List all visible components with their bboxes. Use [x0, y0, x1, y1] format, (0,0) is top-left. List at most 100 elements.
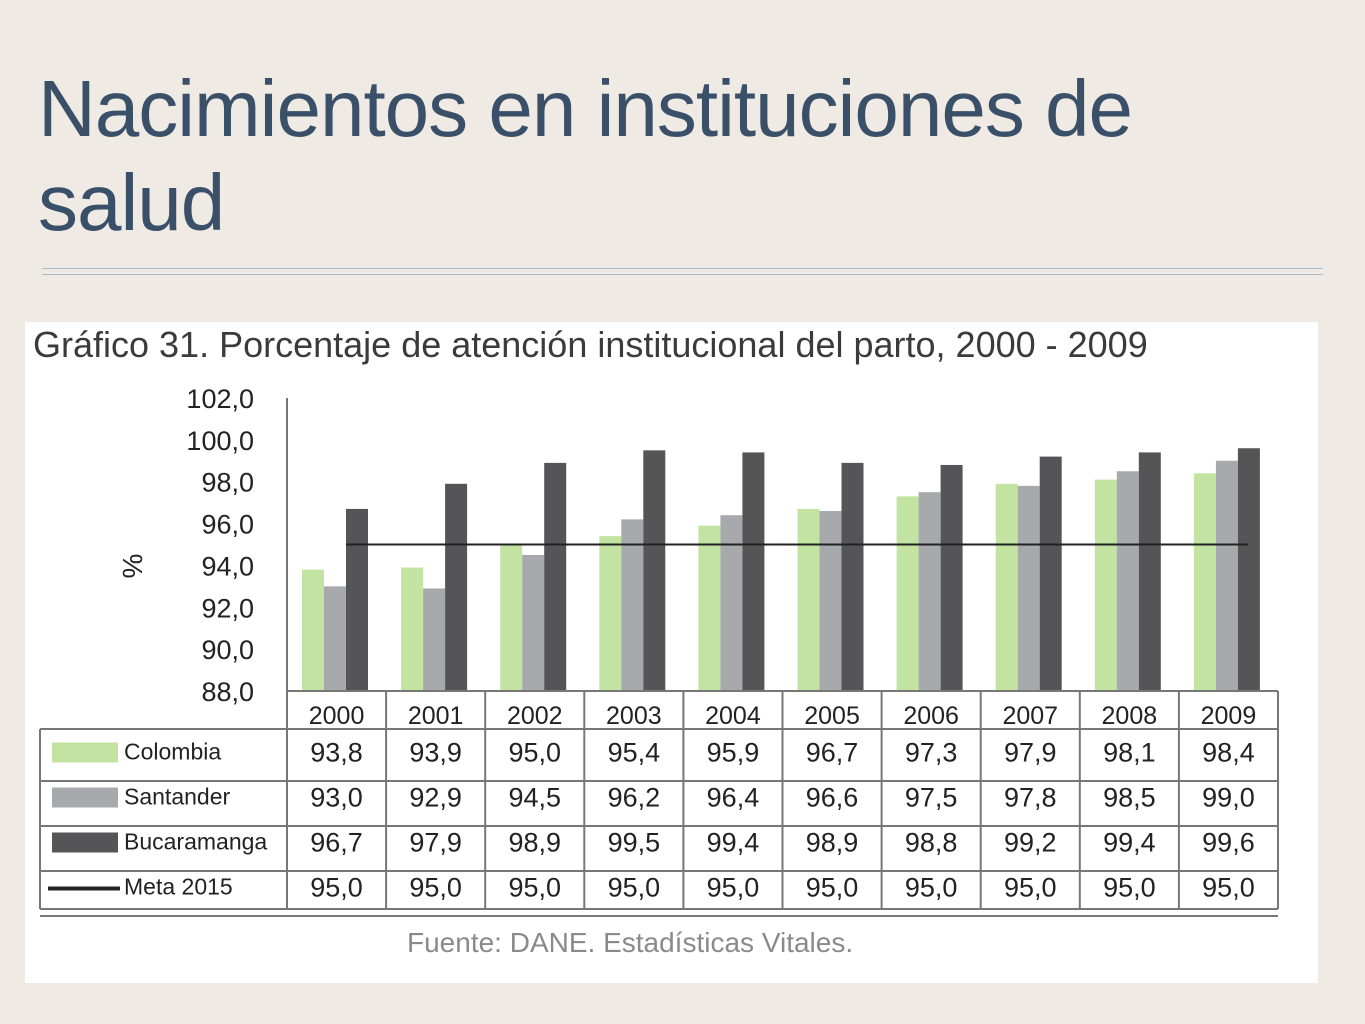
data-label: 94,5: [508, 783, 561, 813]
data-label: 99,4: [1103, 828, 1156, 858]
bar-bucaramanga-2009: [1237, 448, 1260, 691]
bar-santander-2005: [819, 511, 842, 691]
data-label: 97,5: [905, 783, 958, 813]
chart-title: Gráfico 31. Porcentaje de atención insti…: [33, 324, 1148, 365]
data-label: 99,4: [707, 828, 760, 858]
data-label: 98,4: [1202, 738, 1255, 768]
bar-santander-2000: [324, 586, 346, 691]
data-label: 95,0: [508, 738, 561, 768]
x-tick-label: 2008: [1102, 702, 1158, 730]
y-tick-label: 90,0: [201, 635, 254, 665]
bar-colombia-2002: [500, 544, 523, 691]
data-label: 95,0: [508, 873, 561, 903]
x-tick-label: 2001: [408, 702, 464, 730]
data-label: 99,5: [608, 828, 661, 858]
legend-label: Santander: [124, 784, 230, 810]
legend-label: Meta 2015: [124, 874, 233, 900]
data-label: 95,0: [1202, 873, 1255, 903]
y-tick-label: 98,0: [201, 468, 254, 498]
data-label: 95,0: [608, 873, 661, 903]
y-tick-label: 88,0: [201, 677, 254, 707]
bar-colombia-2006: [896, 496, 919, 691]
slide-title: Nacimientos en instituciones de salud: [38, 64, 1133, 247]
bar-colombia-2008: [1094, 479, 1117, 691]
bar-colombia-2004: [698, 525, 721, 691]
bar-santander-2009: [1215, 460, 1238, 691]
bar-santander-2003: [621, 519, 644, 691]
x-tick-label: 2005: [804, 702, 860, 730]
bar-bucaramanga-2003: [643, 450, 666, 691]
bar-bucaramanga-2001: [445, 483, 468, 691]
bar-colombia-2005: [797, 508, 820, 691]
bar-bucaramanga-2007: [1039, 456, 1062, 691]
data-label: 98,1: [1103, 738, 1156, 768]
y-tick-label: 96,0: [201, 510, 254, 540]
data-label: 92,9: [409, 783, 462, 813]
y-tick-label: 100,0: [186, 426, 254, 456]
data-label: 96,7: [806, 738, 859, 768]
data-label: 96,2: [608, 783, 661, 813]
data-label: 95,0: [1103, 873, 1156, 903]
data-label: 97,9: [1004, 738, 1057, 768]
data-label: 93,0: [310, 783, 363, 813]
bar-bucaramanga-2008: [1138, 452, 1161, 691]
bar-santander-2002: [522, 554, 545, 691]
data-label: 95,0: [905, 873, 958, 903]
chart-source: Fuente: DANE. Estadísticas Vitales.: [407, 927, 854, 958]
x-tick-label: 2004: [705, 702, 761, 730]
data-label: 96,4: [707, 783, 760, 813]
legend-label: Colombia: [124, 739, 221, 765]
data-label: 97,3: [905, 738, 958, 768]
data-label: 98,9: [508, 828, 561, 858]
bar-colombia-2001: [401, 567, 424, 691]
data-label: 93,9: [409, 738, 462, 768]
data-label: 97,8: [1004, 783, 1057, 813]
legend-key-bucaramanga: [52, 832, 118, 853]
bar-colombia-2000: [302, 569, 324, 691]
x-tick-label: 2002: [507, 702, 563, 730]
data-label: 95,0: [1004, 873, 1057, 903]
data-label: 99,2: [1004, 828, 1057, 858]
y-axis-title: %: [117, 554, 148, 579]
bar-bucaramanga-2000: [346, 508, 368, 691]
data-label: 95,0: [409, 873, 462, 903]
data-label: 98,5: [1103, 783, 1156, 813]
data-label: 93,8: [310, 738, 363, 768]
legend-key-colombia: [52, 742, 118, 763]
data-label: 96,6: [806, 783, 859, 813]
bar-santander-2008: [1116, 471, 1139, 691]
x-tick-label: 2006: [903, 702, 959, 730]
bar-bucaramanga-2004: [742, 452, 765, 691]
data-label: 97,9: [409, 828, 462, 858]
data-label: 95,0: [707, 873, 760, 903]
data-label: 98,9: [806, 828, 859, 858]
x-tick-label: 2000: [309, 702, 365, 730]
bar-santander-2007: [1017, 485, 1040, 691]
data-label: 95,4: [608, 738, 661, 768]
title-divider: [42, 268, 1323, 275]
y-tick-label: 92,0: [201, 593, 254, 623]
y-tick-label: 94,0: [201, 551, 254, 581]
bar-bucaramanga-2002: [544, 462, 567, 691]
data-label: 95,0: [310, 873, 363, 903]
data-label: 95,9: [707, 738, 760, 768]
bar-colombia-2003: [599, 536, 622, 691]
data-label: 96,7: [310, 828, 363, 858]
x-tick-label: 2009: [1201, 702, 1257, 730]
legend-key-santander: [52, 787, 118, 808]
bar-colombia-2007: [995, 483, 1018, 691]
legend-label: Bucaramanga: [124, 829, 267, 855]
y-tick-label: 102,0: [186, 384, 254, 414]
bar-bucaramanga-2005: [841, 462, 864, 691]
bar-bucaramanga-2006: [940, 464, 963, 691]
bar-santander-2004: [720, 515, 743, 691]
data-label: 95,0: [806, 873, 859, 903]
bar-santander-2001: [423, 588, 446, 691]
bar-colombia-2009: [1193, 473, 1216, 691]
x-tick-label: 2007: [1002, 702, 1058, 730]
bar-santander-2006: [918, 492, 941, 691]
data-label: 98,8: [905, 828, 958, 858]
data-label: 99,0: [1202, 783, 1255, 813]
x-tick-label: 2003: [606, 702, 662, 730]
